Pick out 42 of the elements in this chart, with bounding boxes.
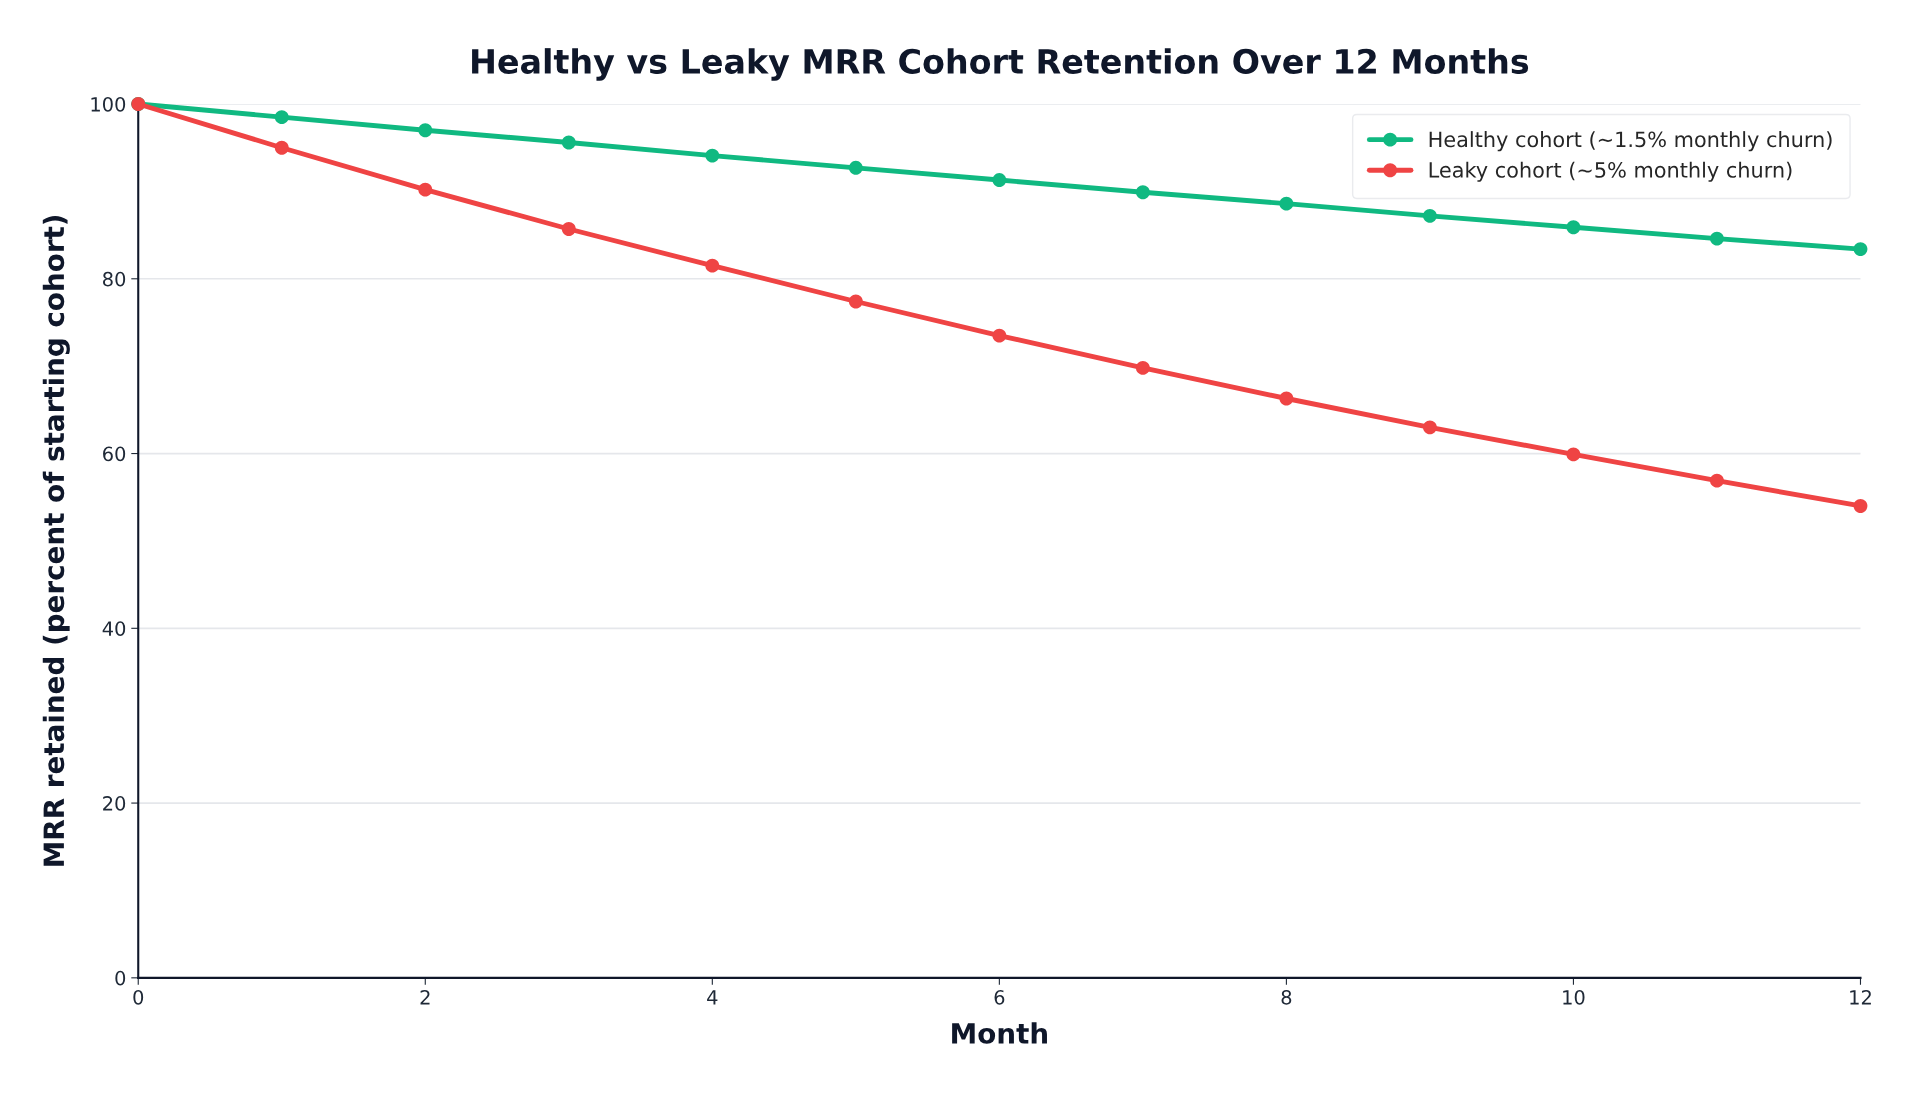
- point: [418, 182, 433, 197]
- chart-title: Healthy vs Leaky MRR Cohort Retention Over 12 Months: [472, 48, 1529, 81]
- legend-label: Leaky cohort (~5% monthly churn): [1429, 161, 1792, 182]
- point: [1853, 499, 1868, 513]
- point: [1422, 420, 1437, 435]
- x-axis-title: Month: [952, 1022, 1047, 1044]
- point: [1566, 447, 1581, 462]
- x-tick-label: 6: [994, 989, 1005, 1005]
- y-tick-label: 60: [103, 446, 126, 462]
- x-tick-label: 2: [420, 989, 430, 1005]
- point: [1853, 242, 1868, 257]
- point: [418, 123, 433, 138]
- y-tick-label: 100: [91, 96, 126, 112]
- legend-label: Healthy cohort (~1.5% monthly churn): [1429, 131, 1832, 152]
- x-tick-label: 4: [707, 990, 718, 1005]
- point: [1279, 196, 1294, 211]
- point: [1566, 220, 1581, 235]
- point: [1710, 473, 1724, 488]
- point: [1135, 185, 1150, 200]
- y-tick-label: 20: [103, 796, 126, 811]
- x-tick-label: 12: [1850, 989, 1871, 1005]
- point: [705, 258, 720, 273]
- point: [274, 110, 289, 125]
- point: [561, 135, 576, 150]
- y-tick-label: 40: [102, 621, 126, 636]
- x-tick-label: 0: [133, 989, 144, 1005]
- point: [1422, 208, 1437, 223]
- y-axis-title: MRR retained (percent of starting cohort): [42, 215, 70, 866]
- point: [1710, 231, 1724, 246]
- point: [992, 173, 1007, 187]
- y-tick-label: 0: [115, 970, 126, 986]
- point: [274, 140, 289, 155]
- point: [561, 222, 576, 236]
- x-tick-label: 8: [1281, 989, 1292, 1005]
- point: [1279, 391, 1294, 406]
- y-tick-label: 80: [103, 271, 126, 287]
- point: [992, 328, 1007, 343]
- point: [848, 160, 863, 175]
- point: [705, 148, 720, 163]
- x-tick-label: 10: [1563, 989, 1585, 1005]
- point: [1135, 360, 1150, 375]
- point: [848, 294, 863, 309]
